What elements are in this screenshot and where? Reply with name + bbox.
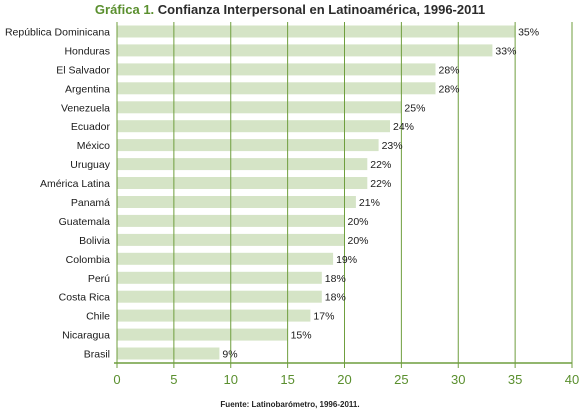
data-label-2: 33% bbox=[495, 45, 516, 57]
category-label-3: El Salvador bbox=[56, 64, 110, 76]
bar-14 bbox=[117, 271, 322, 284]
x-tick-label-30: 30 bbox=[451, 372, 465, 387]
bar-15 bbox=[117, 290, 322, 303]
data-label-3: 28% bbox=[439, 64, 460, 76]
bar-1 bbox=[117, 25, 516, 38]
bar-5 bbox=[117, 101, 402, 114]
source-note: Fuente: Latinobarómetro, 1996-2011. bbox=[220, 400, 360, 409]
category-label-13: Colombia bbox=[66, 254, 111, 266]
category-label-9: América Latina bbox=[40, 178, 110, 190]
bar-4 bbox=[117, 82, 436, 95]
category-label-7: México bbox=[77, 140, 110, 152]
bar-17 bbox=[117, 328, 288, 341]
category-label-11: Guatemala bbox=[59, 216, 111, 228]
bar-18 bbox=[117, 347, 220, 360]
bar-3 bbox=[117, 63, 436, 76]
data-label-15: 18% bbox=[325, 292, 346, 304]
category-label-1: República Dominicana bbox=[5, 27, 110, 39]
data-label-14: 18% bbox=[325, 273, 346, 285]
x-tick-label-15: 15 bbox=[280, 372, 294, 387]
data-label-7: 23% bbox=[382, 140, 403, 152]
data-label-4: 28% bbox=[439, 83, 460, 95]
data-label-10: 21% bbox=[359, 197, 380, 209]
x-tick-label-35: 35 bbox=[508, 372, 522, 387]
data-label-16: 17% bbox=[313, 311, 334, 323]
bar-9 bbox=[117, 177, 368, 189]
data-label-18: 9% bbox=[222, 349, 237, 361]
category-label-2: Honduras bbox=[64, 45, 110, 57]
category-label-8: Uruguay bbox=[70, 159, 110, 171]
bar-16 bbox=[117, 309, 311, 322]
x-tick-label-20: 20 bbox=[337, 372, 351, 387]
data-label-1: 35% bbox=[518, 27, 539, 39]
bar-7 bbox=[117, 139, 379, 152]
category-label-16: Chile bbox=[86, 311, 110, 323]
data-label-17: 15% bbox=[291, 330, 312, 342]
x-tick-label-5: 5 bbox=[170, 372, 177, 387]
chart-title: Gráfica 1. Confianza Interpersonal en La… bbox=[0, 2, 580, 17]
category-label-10: Panamá bbox=[71, 197, 110, 209]
bar-8 bbox=[117, 158, 368, 171]
bar-2 bbox=[117, 44, 493, 57]
data-label-12: 20% bbox=[348, 235, 369, 247]
data-label-9: 22% bbox=[370, 178, 391, 190]
data-label-6: 24% bbox=[393, 121, 414, 133]
category-label-17: Nicaragua bbox=[62, 330, 110, 342]
x-tick-label-0: 0 bbox=[113, 372, 120, 387]
category-label-12: Bolivia bbox=[79, 235, 110, 247]
category-label-6: Ecuador bbox=[71, 121, 111, 133]
bar-6 bbox=[117, 120, 390, 133]
bar-13 bbox=[117, 252, 334, 265]
data-label-11: 20% bbox=[348, 216, 369, 228]
category-label-14: Perú bbox=[88, 273, 110, 285]
category-label-15: Costa Rica bbox=[59, 292, 111, 304]
category-label-4: Argentina bbox=[65, 83, 110, 95]
x-tick-label-40: 40 bbox=[565, 372, 579, 387]
x-tick-label-10: 10 bbox=[224, 372, 238, 387]
category-label-5: Venezuela bbox=[61, 102, 110, 114]
chart-title-main: Confianza Interpersonal en Latinoamérica… bbox=[157, 2, 486, 17]
data-label-8: 22% bbox=[370, 159, 391, 171]
bar-10 bbox=[117, 196, 356, 208]
data-label-13: 19% bbox=[336, 254, 357, 266]
chart-title-prefix: Gráfica 1. bbox=[94, 2, 155, 17]
x-tick-label-25: 25 bbox=[394, 372, 408, 387]
data-label-5: 25% bbox=[404, 102, 425, 114]
category-label-18: Brasil bbox=[84, 349, 110, 361]
